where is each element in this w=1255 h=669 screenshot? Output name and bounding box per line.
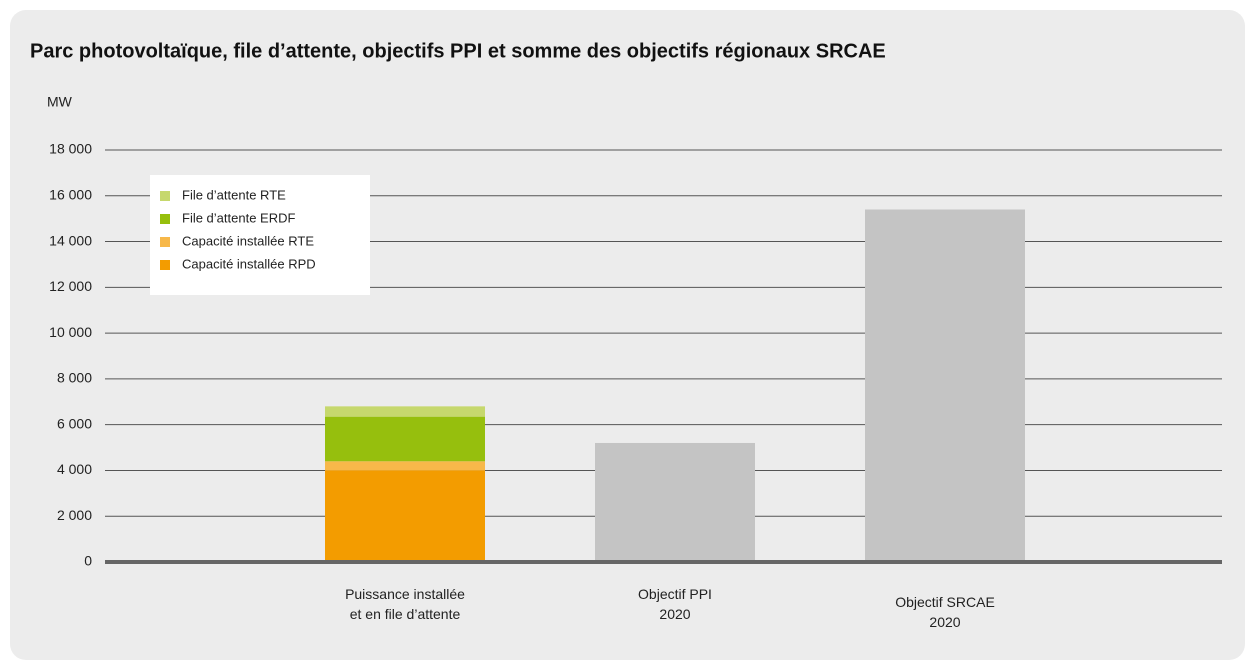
y-tick-label: 10 000: [49, 324, 92, 340]
y-tick-label: 4 000: [57, 461, 92, 477]
y-tick-label: 16 000: [49, 186, 92, 202]
chart-title: Parc photovoltaïque, file d’attente, obj…: [30, 40, 886, 62]
y-tick-label: 12 000: [49, 278, 92, 294]
bar-segment: [325, 470, 485, 562]
bar-segment: [325, 416, 485, 462]
legend-swatch: [160, 260, 170, 270]
legend-label: Capacité installée RTE: [182, 233, 314, 248]
y-tick-label: 18 000: [49, 141, 92, 157]
bar-segment: [595, 442, 755, 562]
y-axis-label: MW: [47, 94, 73, 110]
y-tick-label: 14 000: [49, 232, 92, 248]
bar-segment: [325, 461, 485, 471]
y-tick-label: 8 000: [57, 370, 92, 386]
bar-segment: [325, 406, 485, 417]
legend-label: File d’attente RTE: [182, 187, 286, 202]
legend-box: [150, 175, 370, 295]
legend-label: File d’attente ERDF: [182, 210, 295, 225]
bar-segment: [865, 209, 1025, 562]
legend-swatch: [160, 237, 170, 247]
legend-swatch: [160, 191, 170, 201]
x-tick-label: Objectif SRCAE 2020: [895, 594, 995, 630]
legend-label: Capacité installée RPD: [182, 256, 316, 271]
y-tick-label: 0: [84, 553, 92, 569]
y-tick-label: 6 000: [57, 415, 92, 431]
x-tick-label: Objectif PPI 2020: [638, 586, 712, 622]
legend-swatch: [160, 214, 170, 224]
x-tick-label: Puissance installée et en file d’attente: [345, 586, 465, 622]
y-tick-label: 2 000: [57, 507, 92, 523]
